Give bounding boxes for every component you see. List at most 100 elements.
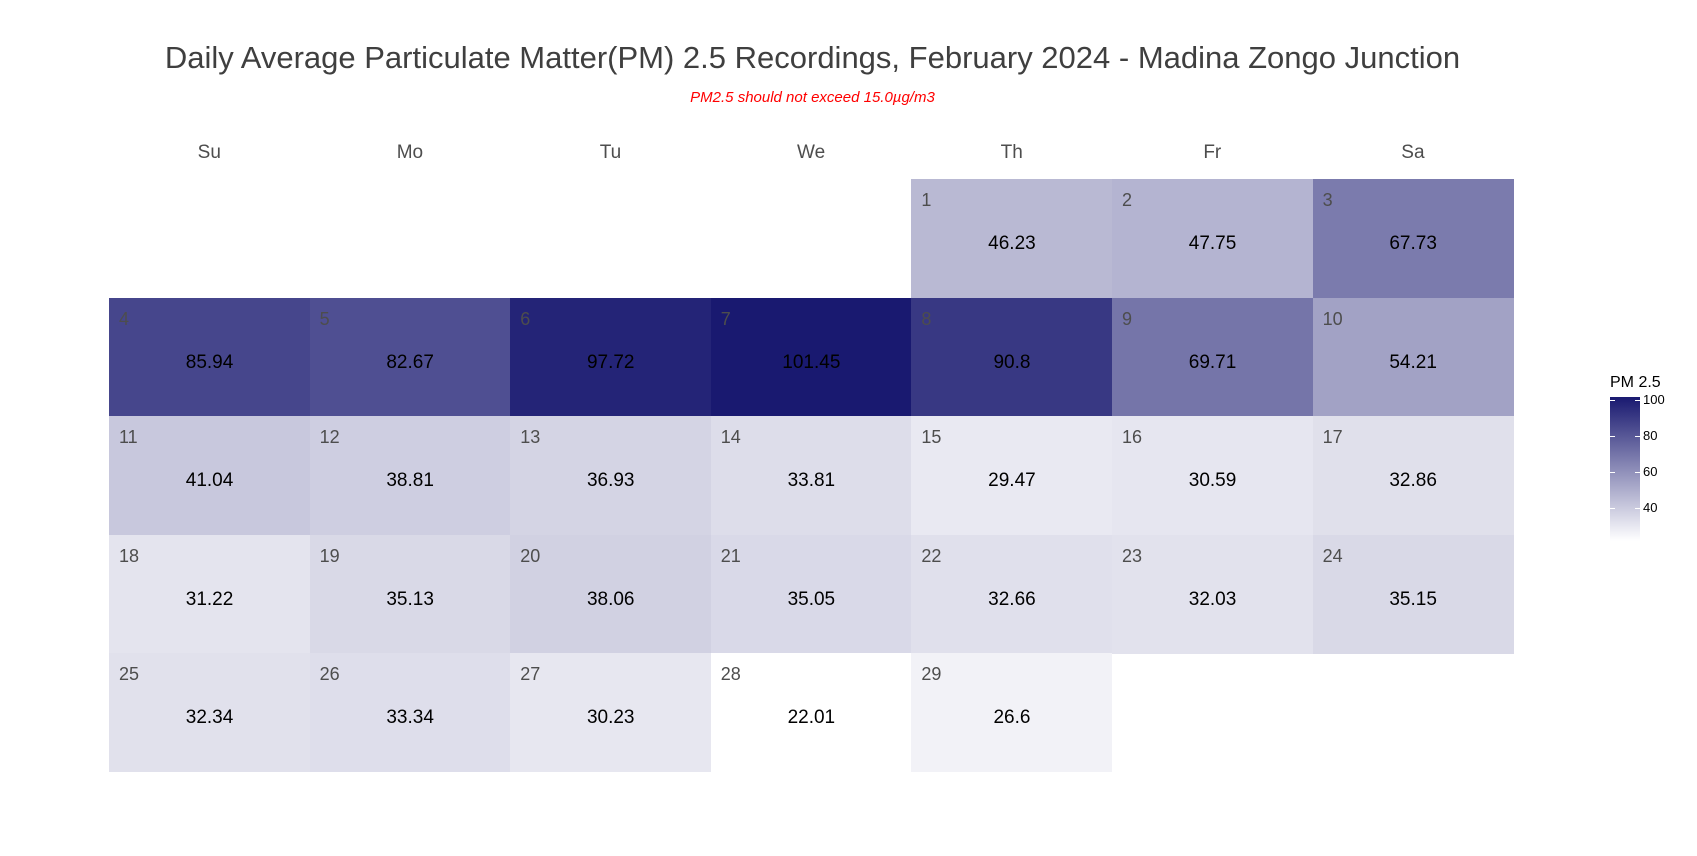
day-number: 6	[520, 308, 531, 329]
day-number: 3	[1322, 190, 1333, 210]
day-number: 17	[1322, 427, 1343, 448]
calendar-day-cell: 17 32.86	[1312, 416, 1514, 536]
day-number: 16	[1122, 427, 1143, 448]
calendar-day-cell: 15 29.47	[911, 416, 1113, 536]
day-number: 19	[319, 545, 340, 566]
legend-tick-label: 60	[1643, 464, 1658, 480]
chart-title: Daily Average Particulate Matter(PM) 2.5…	[164, 40, 1461, 75]
day-value-label: 32.03	[1188, 588, 1237, 610]
day-value-label: 101.45	[782, 351, 841, 373]
day-value-label: 35.13	[386, 588, 434, 610]
calendar-day-cell: 7 101.45	[710, 297, 912, 417]
day-number: 20	[520, 545, 541, 566]
chart-subtitle: PM2.5 should not exceed 15.0µg/m3	[690, 89, 935, 106]
weekday-label-su: Su	[197, 142, 221, 163]
calendar-day-cell: 10 54.21	[1312, 297, 1514, 417]
legend-title: PM 2.5	[1610, 374, 1661, 391]
day-number: 24	[1322, 545, 1343, 566]
calendar-day-cell: 23 32.03	[1112, 534, 1314, 654]
calendar-day-cell: 12 38.81	[309, 416, 511, 536]
day-value-label: 54.21	[1389, 351, 1437, 373]
day-number: 18	[119, 545, 140, 566]
day-number: 4	[119, 308, 130, 329]
day-value-label: 38.81	[386, 470, 434, 492]
day-number: 27	[520, 664, 541, 685]
day-value-label: 29.47	[988, 470, 1036, 492]
calendar-day-cell: 19 35.13	[309, 534, 511, 654]
day-number: 21	[720, 545, 741, 566]
day-number: 13	[520, 427, 541, 448]
legend-color-bar	[1610, 397, 1640, 541]
day-value-label: 67.73	[1389, 233, 1437, 254]
day-number: 12	[319, 427, 340, 448]
day-value-label: 38.06	[586, 588, 635, 610]
calendar-day-cell: 29 26.6	[911, 653, 1113, 773]
calendar-day-cell: 8 90.8	[911, 297, 1113, 417]
calendar-day-cell: 22 32.66	[911, 534, 1113, 654]
calendar-day-cell: 5 82.67	[309, 297, 511, 417]
day-number: 25	[119, 664, 140, 685]
day-value-label: 32.66	[988, 588, 1036, 610]
day-value-label: 35.15	[1389, 588, 1437, 610]
day-number: 5	[319, 308, 330, 329]
day-number: 28	[720, 664, 741, 685]
day-value-label: 35.05	[787, 588, 836, 610]
day-value-label: 33.34	[386, 707, 434, 729]
weekday-label-we: We	[797, 142, 826, 163]
day-value-label: 85.94	[185, 351, 234, 373]
calendar-day-cell: 4 85.94	[109, 297, 311, 417]
legend-tick-label: 40	[1643, 500, 1658, 516]
day-value-label: 26.6	[993, 707, 1031, 729]
calendar-day-cell: 13 36.93	[510, 416, 712, 536]
day-number: 8	[921, 308, 932, 329]
calendar-day-cell: 14 33.81	[710, 416, 912, 536]
day-value-label: 97.72	[586, 351, 635, 373]
calendar-day-cell: 16 30.59	[1112, 416, 1314, 536]
weekday-label-th: Th	[1000, 142, 1023, 163]
day-number: 23	[1122, 545, 1143, 566]
day-value-label: 41.04	[185, 470, 234, 492]
legend-tick-label: 100	[1643, 391, 1665, 407]
calendar-day-cell: 2 47.75	[1112, 179, 1314, 299]
calendar-day-cell: 3 67.73	[1312, 179, 1514, 299]
day-value-label: 32.34	[185, 707, 234, 729]
day-number: 9	[1122, 308, 1133, 329]
day-number: 15	[921, 427, 942, 448]
calendar-day-cell: 20 38.06	[510, 534, 712, 654]
calendar-day-cell: 25 32.34	[109, 653, 311, 773]
weekday-label-mo: Mo	[396, 142, 424, 163]
day-value-label: 46.23	[988, 233, 1036, 254]
day-value-label: 36.93	[586, 470, 635, 492]
calendar-day-cell: 26 33.34	[309, 653, 511, 773]
day-number: 11	[119, 427, 138, 448]
legend-tick-label: 80	[1643, 427, 1658, 443]
day-number: 29	[921, 664, 942, 685]
day-number: 14	[720, 427, 741, 448]
day-value-label: 31.22	[185, 588, 234, 610]
calendar-day-cell: 6 97.72	[510, 297, 712, 417]
calendar-day-cell: 1 46.23	[911, 179, 1113, 299]
day-value-label: 33.81	[787, 470, 836, 492]
calendar-day-cell: 11 41.04	[109, 416, 311, 536]
calendar-day-cell: 9 69.71	[1112, 297, 1314, 417]
day-number: 2	[1122, 190, 1133, 210]
day-value-label: 90.8	[993, 351, 1031, 373]
day-number: 10	[1322, 308, 1343, 329]
day-number: 26	[319, 664, 340, 685]
day-value-label: 32.86	[1389, 470, 1437, 492]
day-number: 1	[921, 190, 932, 210]
day-value-label: 82.67	[386, 351, 434, 373]
day-number: 7	[720, 308, 731, 329]
weekday-label-tu: Tu	[599, 142, 622, 163]
day-value-label: 22.01	[787, 707, 836, 729]
weekday-label-sa: Sa	[1401, 142, 1425, 163]
calendar-day-cell: 21 35.05	[710, 534, 912, 654]
day-value-label: 47.75	[1188, 233, 1237, 254]
calendar-day-cell: 28 22.01	[710, 653, 912, 773]
calendar-day-cell: 24 35.15	[1312, 534, 1514, 654]
calendar-day-cell: 18 31.22	[109, 534, 311, 654]
day-value-label: 30.59	[1188, 470, 1237, 492]
day-value-label: 69.71	[1188, 351, 1237, 373]
day-value-label: 30.23	[586, 707, 635, 729]
calendar-day-cell: 27 30.23	[510, 653, 712, 773]
